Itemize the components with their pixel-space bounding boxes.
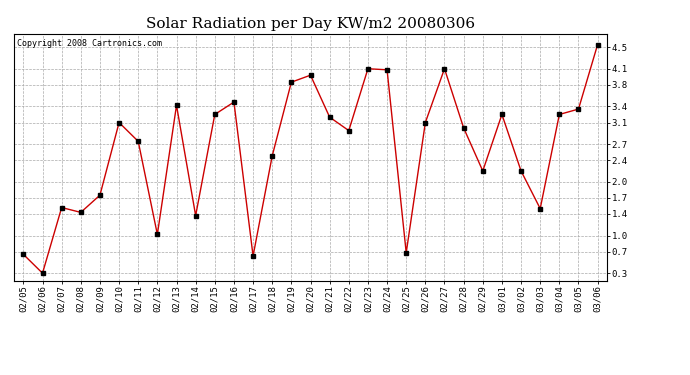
Text: Copyright 2008 Cartronics.com: Copyright 2008 Cartronics.com (17, 39, 161, 48)
Title: Solar Radiation per Day KW/m2 20080306: Solar Radiation per Day KW/m2 20080306 (146, 17, 475, 31)
